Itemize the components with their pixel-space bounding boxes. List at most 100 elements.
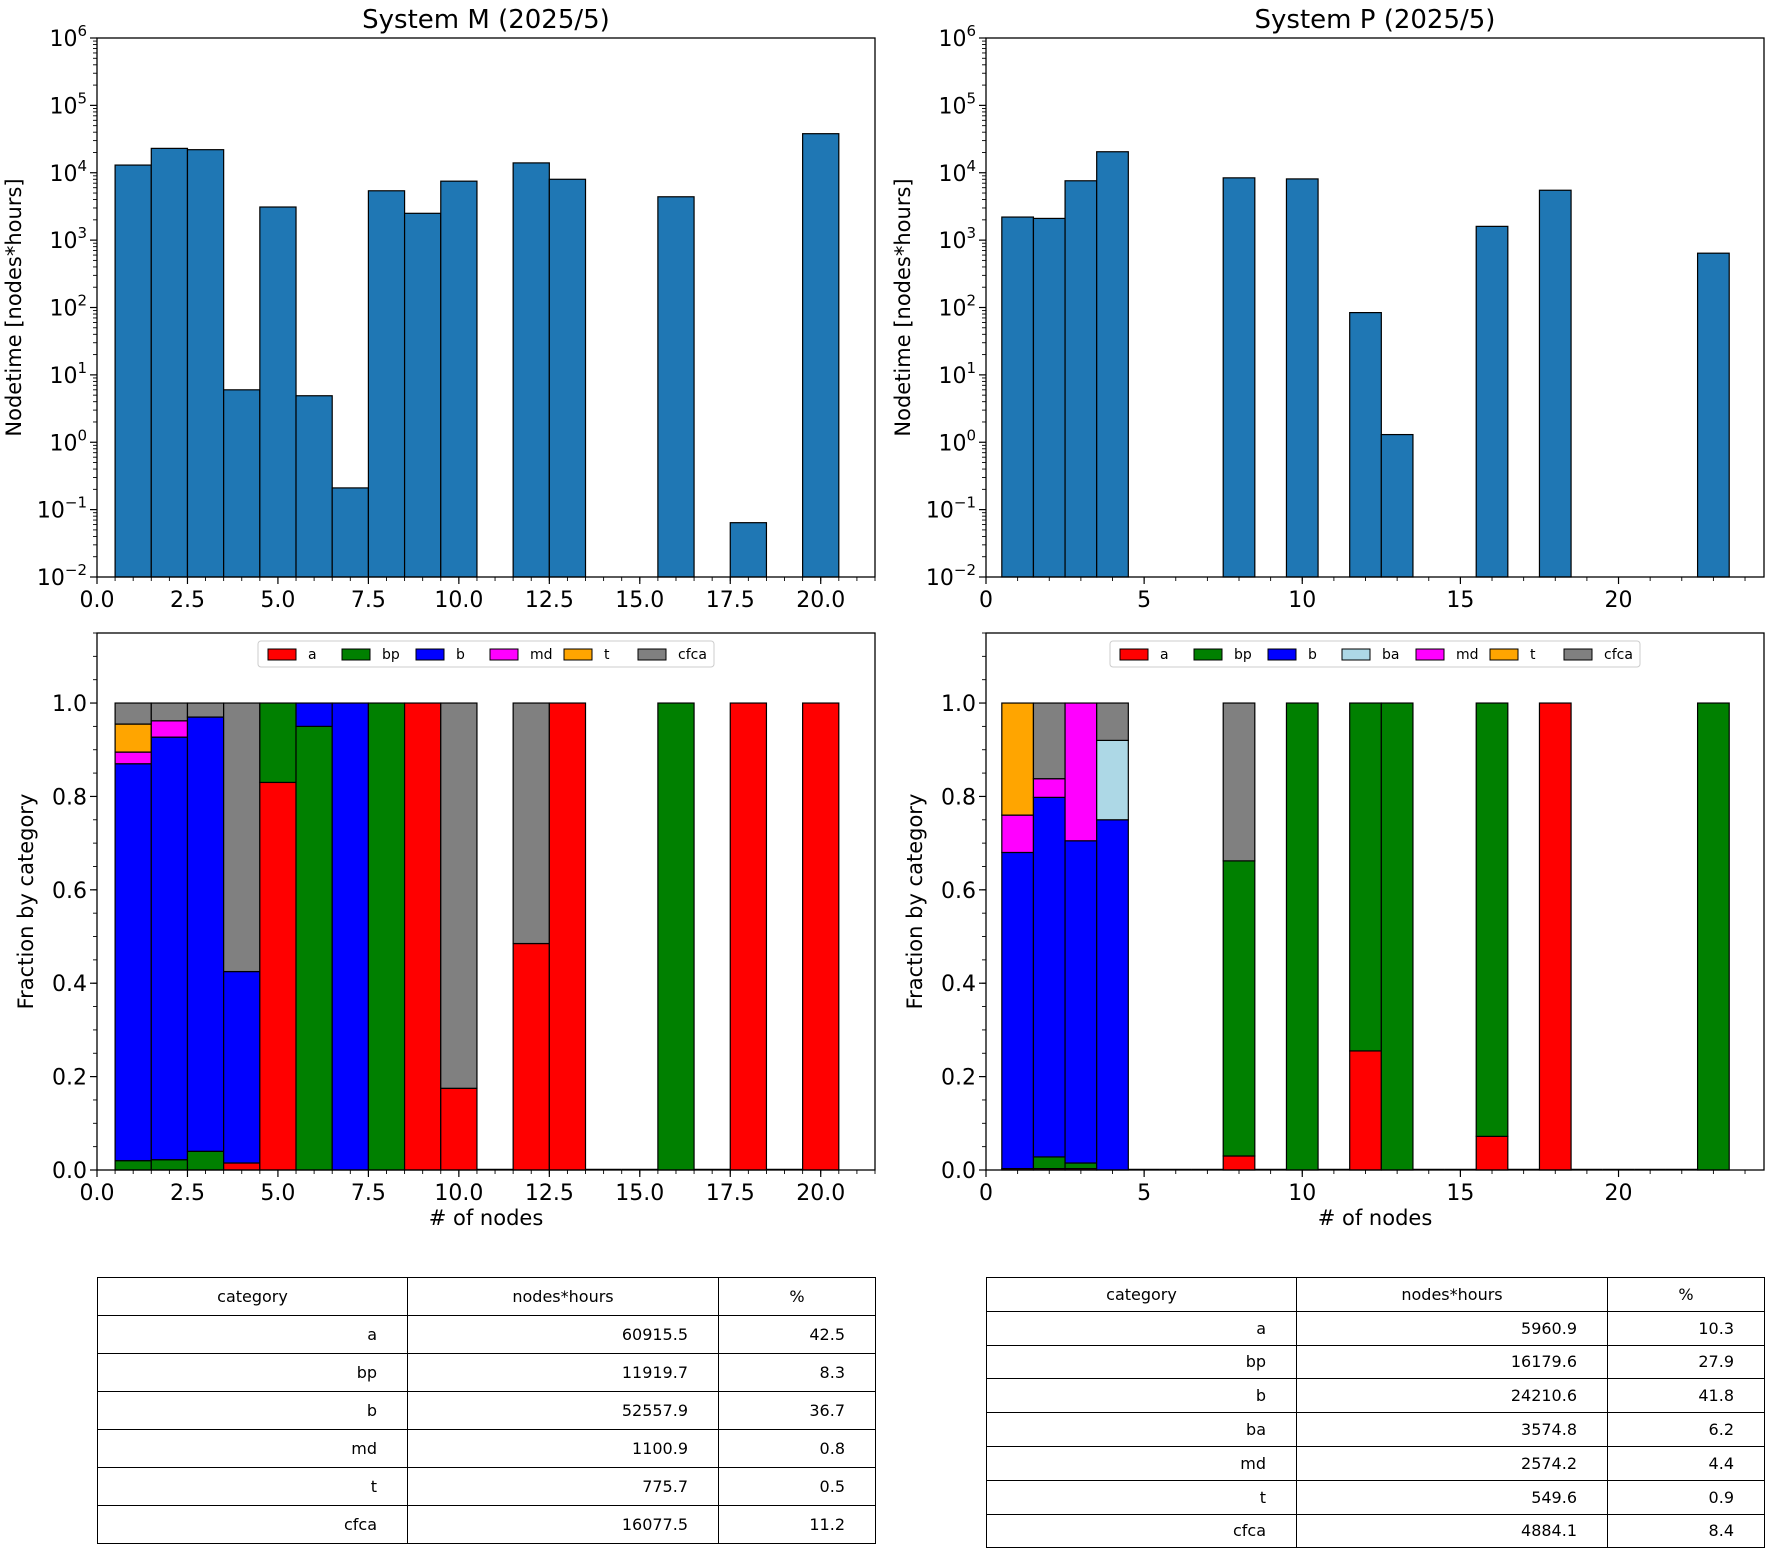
fracP-legend-label-a: a [1160,647,1169,663]
fracM-bar-cfca [512,702,550,945]
fracP-bar-cfca [1032,702,1066,780]
table-cell: 52557.9 [407,1391,719,1430]
fracM-legend-swatch-t [563,648,593,661]
histM-xtick-label: 5.0 [260,588,295,613]
fracM-bar-bp [150,1159,189,1171]
histP-ytick-label: 102 [938,292,976,322]
table-cell: 2574.2 [1296,1445,1608,1481]
fracM-xtick-label: 17.5 [706,1181,755,1206]
fracM-ytick-label: 0.2 [52,1066,87,1091]
histP-ytick-label: 10−2 [926,561,976,591]
histM-xtick-label: 20.0 [796,588,845,613]
histM-bar [114,164,152,578]
fracP-bar-b [1001,851,1035,1170]
table-cell: ba [986,1412,1297,1447]
fracP-frame [985,632,1765,1171]
table-row: b 52557.9 36.7 [97,1391,876,1430]
fracM-ylabel: Fraction by category [14,794,38,1010]
histM-xtick-label: 7.5 [351,588,386,613]
fracM-bar-md [150,720,189,738]
fracP-bar-bp [1064,1162,1098,1170]
fracP-legend-box [1109,640,1641,668]
fracP-bar-bp [1032,1156,1066,1170]
histM-xtick-label: 0.0 [80,588,115,613]
histM-xtick-label: 15.0 [615,588,664,613]
fracM-bar-b [331,702,369,1171]
fracP-xtick-label: 15 [1446,1181,1474,1206]
fracM-legend-label-bp: bp [382,647,400,663]
fracM-bar-cfca [114,702,152,725]
fracP-ylabel: Fraction by category [903,794,927,1010]
table-header-cell: nodes*hours [407,1277,719,1316]
histM-bar [367,190,406,578]
fracM-bar-a [802,702,840,1171]
histM-bar [729,522,768,578]
fracM-bar-bp [295,725,333,1171]
fracP-bar-md [1064,702,1098,842]
fracP-bar-t [1001,702,1035,816]
fracP-bar-a [1538,702,1572,1171]
table-cell: 11.2 [718,1505,876,1544]
histM-bar [259,206,297,578]
fracM-ytick-label: 0.8 [52,785,87,810]
histM-xtick-label: 17.5 [706,588,755,613]
table-header-row: category nodes*hours% [986,1277,1765,1312]
table-cell: 27.9 [1607,1344,1765,1380]
fracM-bar-a [729,702,768,1171]
histP-bar [1349,312,1382,578]
table-cell: 1100.9 [407,1429,719,1468]
table-row: t 549.6 0.9 [986,1479,1765,1515]
fracM-legend-swatch-b [415,648,445,661]
table-cell: 16077.5 [407,1505,719,1544]
histP-bar [1001,216,1035,578]
table-cell: 0.8 [718,1429,876,1468]
fracP-legend-swatch-a [1119,648,1149,661]
table-row: bp 16179.6 27.9 [986,1344,1765,1380]
table-cell: 775.7 [407,1467,719,1506]
fracP-bar-bp [1285,702,1319,1171]
histM-bar [331,487,369,578]
histM-xtick-label: 12.5 [525,588,574,613]
fracP-bar-bp [1222,860,1256,1157]
fracM-bar-bp [259,702,297,784]
table-row: t 775.7 0.5 [97,1467,876,1506]
fracM-bar-a [548,702,587,1171]
table-row: cfca 4884.1 8.4 [986,1513,1765,1549]
fracM-legend-swatch-bp [341,648,371,661]
table-cell: 6.2 [1607,1412,1765,1447]
fracM-legend-label-cfca: cfca [678,647,707,663]
histM-bar [223,389,261,578]
histM-ytick-label: 104 [49,157,87,187]
fracP-bar-bp [1349,702,1382,1052]
table-row: md 1100.9 0.8 [97,1429,876,1468]
fracM-xtick-label: 7.5 [351,1181,386,1206]
table-cell: md [986,1445,1297,1481]
fracM-ytick-label: 0.4 [52,972,87,997]
histP-ytick-label: 106 [938,22,976,52]
fracP-bar-b [1032,796,1066,1158]
histM-title: System M (2025/5) [362,5,610,35]
fracM-xtick-label: 20.0 [796,1181,845,1206]
fracM-legend-swatch-a [267,648,297,661]
table-cell: 4884.1 [1296,1513,1608,1549]
table-row: md 2574.2 4.4 [986,1445,1765,1481]
fracM-ytick-label: 0.6 [52,879,87,904]
fracP-bar-cfca [1222,702,1256,862]
histP-bar [1032,217,1066,578]
histM-ylabel: Nodetime [nodes*hours] [2,178,26,436]
fracM-legend-label-b: b [456,647,465,663]
fracP-ytick-label: 0.0 [941,1159,976,1184]
table-row: b 24210.6 41.8 [986,1378,1765,1414]
fracP-ytick-label: 1.0 [941,692,976,717]
table-row: cfca 16077.5 11.2 [97,1505,876,1544]
fracP-bar-ba [1096,739,1129,821]
fracM-legend-swatch-md [489,648,519,661]
fracM-xlabel: # of nodes [429,1206,544,1230]
table-cell: 60915.5 [407,1315,719,1354]
fracP-legend-label-t: t [1530,647,1536,663]
histP-ylabel: Nodetime [nodes*hours] [891,178,915,436]
fracM-bar-cfca [223,702,261,973]
histP-ytick-label: 10−1 [926,494,976,524]
fracM-bar-a [259,781,297,1171]
table-cell: md [97,1429,408,1468]
